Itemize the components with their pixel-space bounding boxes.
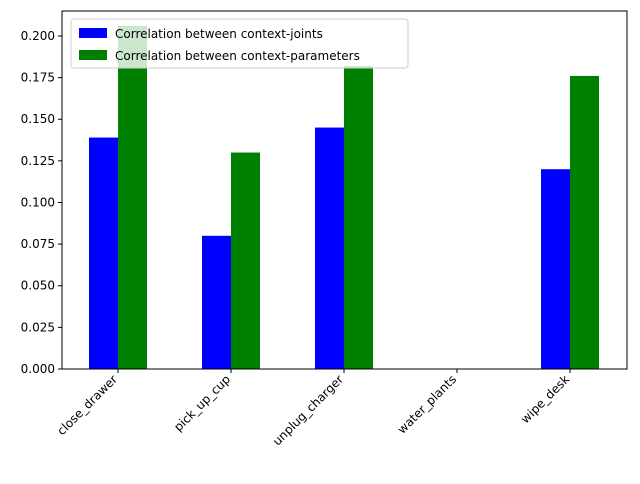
bar-context-joints-close_drawer [89,137,118,369]
bar-context-parameters-wipe_desk [570,75,599,369]
legend-box [70,18,409,69]
bar-context-joints-pick_up_cup [202,235,231,369]
y-tick-label: 0.000 [21,362,55,376]
legend-swatch-context-parameters [79,50,107,60]
y-tick-label: 0.100 [21,195,55,209]
y-tick-label: 0.150 [21,112,55,126]
bars-layer [89,25,599,369]
legend-label-context-parameters: Correlation between context-parameters [115,49,360,63]
legend-label-context-joints: Correlation between context-joints [115,27,323,41]
y-tick-label: 0.175 [21,71,55,85]
y-tick-label: 0.050 [21,279,55,293]
x-tick-label-pick_up_cup: pick_up_cup [171,372,233,434]
legend: Correlation between context-joints Correl… [70,18,409,69]
bar-context-joints-wipe_desk [541,169,570,369]
y-tick-label: 0.125 [21,154,55,168]
x-tick-label-close_drawer: close_drawer [54,372,120,438]
y-tick-label: 0.075 [21,237,55,251]
bar-context-parameters-pick_up_cup [231,152,260,369]
x-tick-label-wipe_desk: wipe_desk [518,372,572,426]
x-tick-label-unplug_charger: unplug_charger [270,372,346,448]
y-tick-label: 0.025 [21,320,55,334]
bar-context-joints-unplug_charger [315,127,344,369]
y-tick-label: 0.200 [21,29,55,43]
bar-context-parameters-close_drawer [118,25,147,369]
legend-swatch-context-joints [79,28,107,38]
bar-context-parameters-unplug_charger [344,65,373,369]
x-tick-label-water_plants: water_plants [395,372,459,436]
